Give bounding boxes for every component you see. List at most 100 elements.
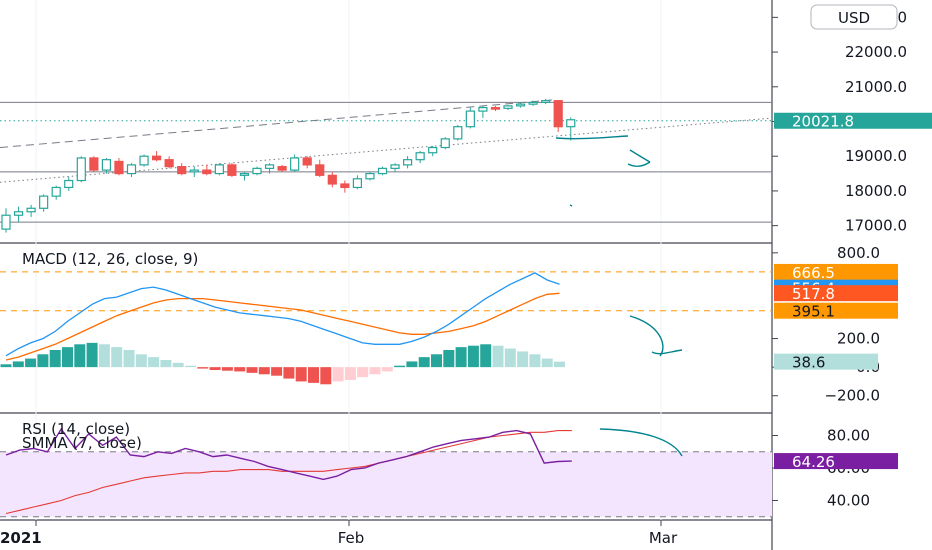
- macd-histogram-bar: [234, 367, 246, 372]
- macd-histogram-bar: [221, 367, 233, 371]
- candle-body: [51, 186, 61, 197]
- macd-histogram-bar: [25, 358, 37, 368]
- macd-histogram-bar: [541, 358, 553, 368]
- annotation-stroke: [555, 135, 629, 140]
- candle-body: [76, 157, 86, 182]
- price-pane[interactable]: [0, 98, 773, 357]
- candle-body: [101, 159, 112, 171]
- macd-histogram-bar: [111, 347, 123, 368]
- macd-histogram-bar: [160, 360, 172, 368]
- candle-body: [415, 152, 425, 161]
- candle-body: [164, 159, 174, 168]
- annotations: [555, 135, 683, 357]
- candle-body: [214, 164, 224, 175]
- macd-histogram-bar: [283, 367, 295, 379]
- price-tick-label: 17000.0: [845, 217, 907, 235]
- macd-histogram-bar: [86, 342, 98, 368]
- macd-tick-label: 200.0: [837, 330, 880, 348]
- macd-line: [5, 272, 560, 357]
- currency-label: USD: [838, 9, 870, 27]
- rsi-tick-label: 40.00: [827, 492, 870, 510]
- macd-histogram-bar: [62, 347, 73, 368]
- macd-histogram-bar: [295, 367, 307, 382]
- macd-histogram-bar: [357, 367, 369, 378]
- macd-histogram-bar: [406, 361, 418, 368]
- rsi-band: [0, 451, 772, 517]
- candle-body: [177, 166, 187, 175]
- candle-body: [515, 103, 526, 107]
- macd-histogram-bar: [344, 367, 356, 380]
- macd-histogram-bar: [381, 367, 393, 372]
- annotation-arrow: [629, 315, 683, 357]
- macd-pane[interactable]: MACD (12, 26, close, 9): [0, 250, 772, 385]
- annotation-dot: [569, 204, 573, 207]
- candle-body: [277, 166, 287, 171]
- time-tick-label: 2021: [0, 529, 42, 547]
- price-tick-label: 18000.0: [845, 182, 907, 200]
- currency-button[interactable]: USD: [810, 4, 898, 30]
- candle-body: [352, 178, 362, 189]
- last-price-label-bg: [774, 112, 932, 129]
- candle-body: [290, 157, 300, 171]
- macd-histogram-bar: [394, 365, 406, 368]
- macd-value-label-bg: [774, 263, 898, 280]
- macd-histogram-bar: [443, 350, 455, 368]
- time-tick-label: Feb: [338, 529, 365, 547]
- signal-line: [5, 292, 560, 361]
- macd-histogram-bar: [197, 367, 209, 369]
- candle-body: [390, 164, 400, 169]
- candle-body: [377, 167, 388, 175]
- candle-body: [64, 179, 74, 189]
- smma-title: SMMA (7, close): [22, 434, 142, 452]
- candle-body: [553, 100, 563, 128]
- macd-histogram-bar: [12, 361, 24, 368]
- macd-histogram-bar: [98, 344, 110, 368]
- macd-histogram-bar: [0, 364, 12, 368]
- candle-body: [541, 100, 551, 104]
- rsi-pane[interactable]: RSI (14, close) SMMA (7, close): [0, 420, 772, 518]
- macd-histogram-bar: [123, 350, 135, 368]
- macd-histogram-bar: [455, 347, 467, 368]
- candle-body: [403, 159, 413, 166]
- macd-histogram-bar: [271, 367, 283, 376]
- rsi-value-label-bg: [774, 453, 898, 470]
- macd-histogram-bar: [320, 367, 332, 385]
- candle-body: [302, 157, 312, 166]
- macd-histogram-bar: [332, 367, 344, 382]
- candle-body: [566, 119, 576, 128]
- candle-body: [440, 138, 450, 149]
- macd-histogram-bar: [135, 354, 147, 368]
- macd-histogram-bar: [172, 362, 184, 368]
- candle-body: [1, 214, 11, 230]
- candle-body: [89, 157, 99, 171]
- rsi-value-label: 64.26: [792, 453, 835, 471]
- macd-histogram-bar: [431, 354, 442, 368]
- macd-histogram-bar: [49, 350, 61, 368]
- macd-histogram-bar: [529, 354, 541, 368]
- macd-histogram-bar: [517, 351, 529, 368]
- candle-body: [227, 164, 237, 176]
- rsi-lines: [0, 427, 772, 518]
- candle-body: [453, 126, 463, 140]
- macd-histogram-bar: [418, 357, 430, 368]
- macd-histogram-bar: [308, 367, 319, 383]
- macd-tick-label: −200.0: [824, 387, 880, 405]
- macd-value-label: 395.1: [792, 303, 835, 321]
- macd-hist-label-bg: [774, 353, 878, 370]
- annotation-stroke: [599, 428, 683, 457]
- candle-body: [252, 167, 262, 175]
- macd-value-label-bg: [774, 285, 898, 302]
- macd-histogram-bar: [554, 361, 565, 368]
- macd-histogram-bar: [504, 348, 516, 368]
- macd-histogram-bar: [148, 357, 160, 368]
- dashed-trendline: [0, 99, 553, 149]
- macd-histogram-bar: [369, 367, 381, 375]
- macd-title: MACD (12, 26, close, 9): [22, 250, 198, 268]
- candle-body: [503, 105, 513, 109]
- candles: [1, 98, 576, 233]
- candle-body: [239, 172, 250, 176]
- time-axis[interactable]: 2021 Feb Mar: [0, 529, 678, 547]
